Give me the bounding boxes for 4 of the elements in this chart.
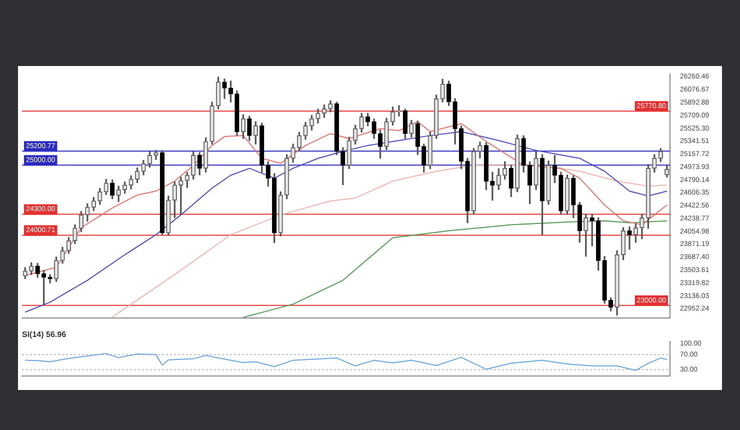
chart-title: SI(14) 56.96	[22, 330, 67, 340]
candlestick	[627, 226, 632, 250]
candlestick	[490, 172, 495, 201]
candlestick	[48, 274, 52, 284]
